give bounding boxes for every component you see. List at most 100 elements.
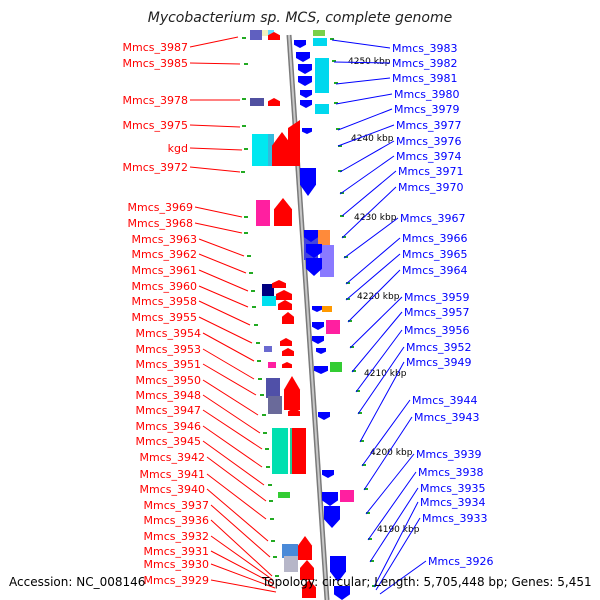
gene-arrow-left: [278, 300, 292, 310]
gene-label-right: Mmcs_3982: [392, 57, 457, 70]
gene-block: [252, 134, 268, 166]
tick-right: [366, 512, 370, 514]
tick-left: [258, 378, 262, 380]
gene-arrow-right: [312, 322, 324, 330]
gene-leader-left: [210, 519, 273, 577]
gene-arrow-left: [300, 560, 314, 580]
tick-left: [263, 432, 267, 434]
tick-right: [352, 370, 356, 372]
gene-leader-left: [189, 124, 241, 128]
gene-block: [256, 200, 270, 226]
gene-block: [262, 296, 276, 306]
gene-arrow-right: [312, 336, 324, 344]
gene-label-left: Mmcs_3961: [132, 264, 197, 277]
gene-arrow-right: [322, 492, 338, 506]
gene-label-left: Mmcs_3947: [136, 404, 201, 417]
gene-leader-left: [206, 456, 267, 502]
gene-leader-left: [202, 348, 255, 380]
gene-label-left: Mmcs_3985: [123, 57, 188, 70]
gene-leader-left: [198, 316, 253, 344]
tick-left: [241, 171, 245, 173]
gene-label-right: Mmcs_3952: [406, 341, 471, 354]
tick-left: [260, 394, 264, 396]
gene-block: [313, 38, 327, 46]
gene-leader-left: [202, 425, 263, 468]
gene-label-right: Mmcs_3976: [396, 135, 461, 148]
backbone-highlight: [288, 34, 328, 600]
tick-right: [364, 488, 368, 490]
tick-right: [338, 170, 342, 172]
gene-block: [268, 362, 276, 368]
tick-right: [346, 282, 350, 284]
gene-label-right: Mmcs_3944: [412, 394, 477, 407]
gene-arrow-right: [334, 586, 350, 600]
tick-left: [270, 518, 274, 520]
gene-label-right: Mmcs_3979: [394, 103, 459, 116]
gene-label-right: Mmcs_3964: [402, 264, 467, 277]
gene-leader-right: [379, 560, 427, 595]
gene-arrow-right: [314, 366, 328, 374]
kbp-label: 4200 kbp: [370, 448, 413, 458]
gene-leader-left: [198, 300, 251, 326]
gene-arrow-left: [272, 280, 286, 288]
gene-label-right: Mmcs_3956: [404, 324, 469, 337]
gene-leader-left: [189, 36, 239, 48]
gene-leader-right: [335, 93, 393, 105]
gene-label-left: Mmcs_3930: [144, 558, 209, 571]
tick-left: [242, 98, 246, 100]
gene-leader-right: [373, 501, 419, 588]
gene-label-right: Mmcs_3981: [392, 72, 457, 85]
gene-leader-left: [198, 269, 249, 292]
gene-leader-left: [210, 535, 274, 581]
gene-arrow-left: [282, 348, 294, 356]
tick-right: [368, 538, 372, 540]
gene-leader-right: [345, 253, 401, 301]
gene-label-left: Mmcs_3942: [140, 451, 205, 464]
gene-block: [320, 245, 334, 277]
tick-left: [244, 148, 248, 150]
gene-leader-right: [337, 108, 393, 131]
gene-label-right: Mmcs_3938: [418, 466, 483, 479]
feature-block: [258, 30, 270, 36]
gene-label-left: Mmcs_3960: [132, 280, 197, 293]
gene-block: [282, 544, 298, 558]
gene-leader-right: [361, 399, 411, 467]
gene-label-left: Mmcs_3931: [144, 545, 209, 558]
gene-leader-right: [351, 311, 403, 373]
gene-block: [266, 378, 280, 398]
map-title: Mycobacterium sp. MCS, complete genome: [147, 10, 453, 26]
tick-right: [350, 346, 354, 348]
gene-label-left: Mmcs_3948: [136, 389, 201, 402]
gene-arrow-right: [322, 470, 334, 478]
tick-right: [370, 560, 374, 562]
gene-arrow-right: [300, 90, 312, 98]
gene-label-right: Mmcs_3965: [402, 248, 467, 261]
gene-label-left: Mmcs_3969: [128, 201, 193, 214]
tick-left: [269, 500, 273, 502]
kbp-label: 4250 kbp: [348, 57, 391, 67]
gene-block: [315, 58, 329, 93]
gene-leader-left: [210, 504, 271, 558]
gene-arrow-right: [302, 128, 312, 134]
gene-arrow-right: [306, 258, 322, 276]
gene-label-right: Mmcs_3977: [396, 119, 461, 132]
tick-left: [254, 324, 258, 326]
gene-label-left: Mmcs_3951: [136, 358, 201, 371]
gene-label-left: Mmcs_3953: [136, 343, 201, 356]
gene-block: [262, 284, 274, 296]
tick-right: [338, 145, 342, 147]
gene-label-left: Mmcs_3954: [136, 327, 201, 340]
gene-label-left: Mmcs_3963: [132, 233, 197, 246]
tick-right: [332, 60, 336, 62]
gene-label-left: Mmcs_3945: [136, 435, 201, 448]
gene-label-left: Mmcs_3968: [128, 217, 193, 230]
gene-leader-left: [210, 550, 275, 585]
gene-leader-right: [343, 217, 399, 259]
gene-label-right: Mmcs_3939: [416, 448, 481, 461]
gene-leader-left: [202, 440, 265, 486]
gene-leader-left: [189, 166, 241, 173]
tick-left: [252, 306, 256, 308]
gene-leader-left: [202, 394, 261, 434]
